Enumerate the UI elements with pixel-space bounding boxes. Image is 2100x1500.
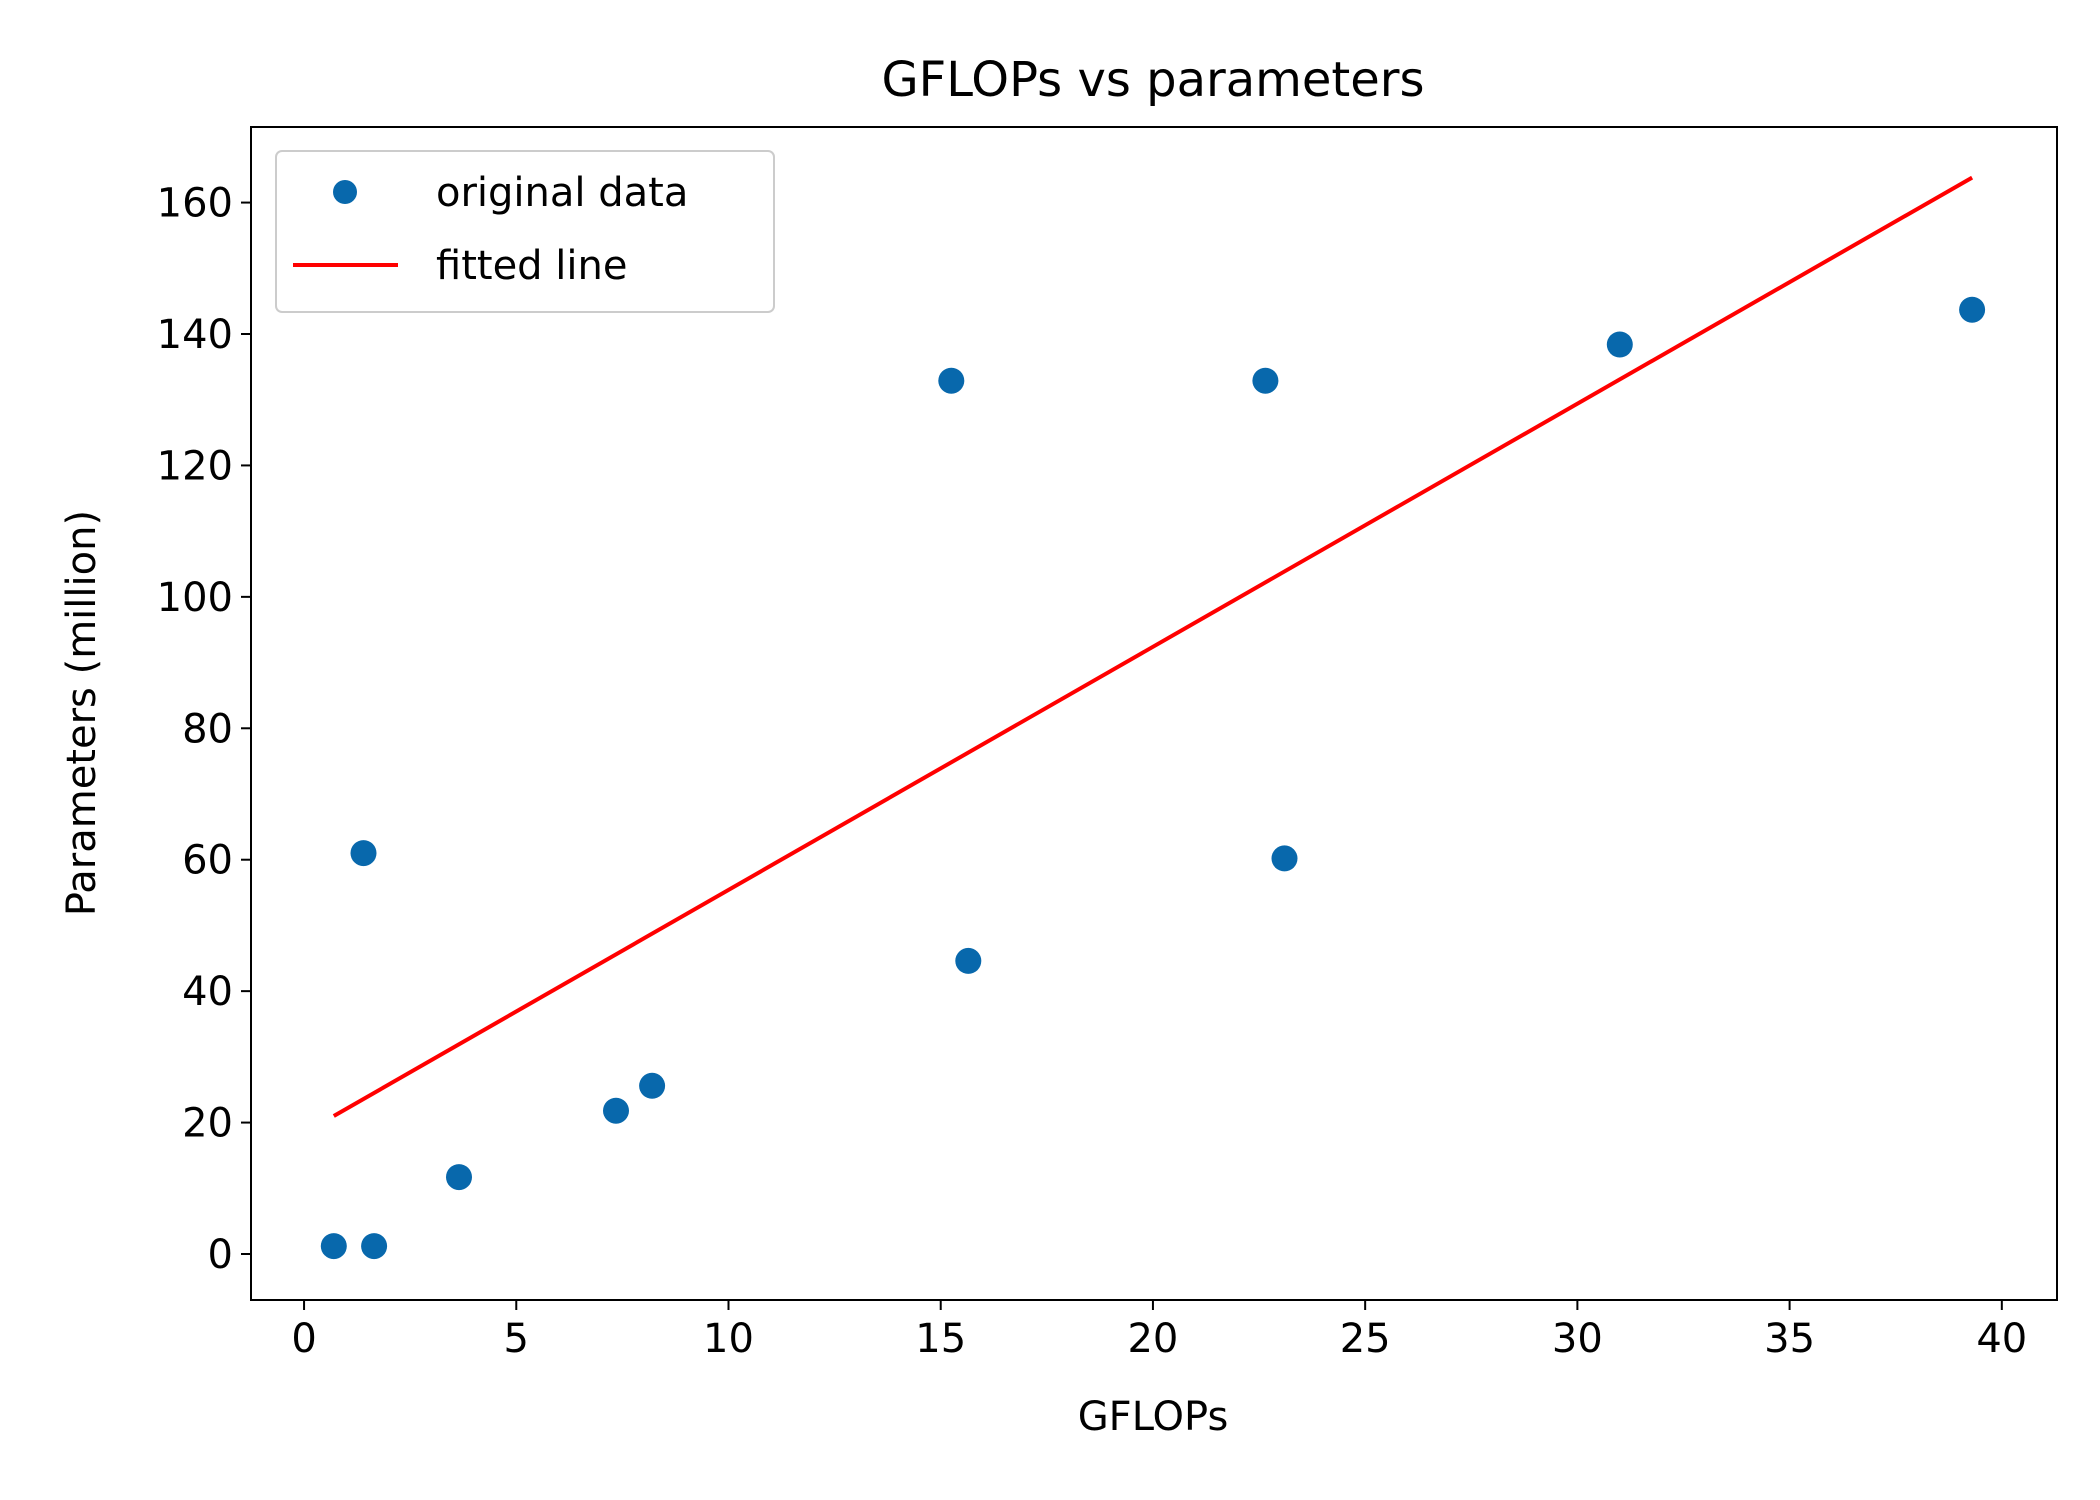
x-tick-label: 25: [1340, 1316, 1391, 1362]
legend-marker-original-data: [333, 180, 357, 204]
y-tick-label: 100: [157, 575, 233, 621]
data-point: [603, 1097, 629, 1124]
fitted-line: [332, 175, 1974, 1118]
data-point: [1271, 845, 1298, 872]
y-tick-label: 60: [182, 838, 233, 884]
x-tick-label: 20: [1127, 1316, 1178, 1362]
data-point: [938, 367, 965, 394]
x-axis: 0 5 10 15 20 25 30 35 40: [291, 1300, 2027, 1362]
data-point: [350, 840, 377, 867]
axes-frame: [250, 126, 2058, 1301]
legend-frame: [275, 150, 775, 313]
y-tick-label: 160: [157, 181, 233, 227]
data-point: [446, 1164, 472, 1191]
y-axis-label: Parameters (million): [59, 510, 105, 916]
data-point: [955, 947, 982, 974]
x-tick-label: 10: [703, 1316, 754, 1362]
x-tick-label: 30: [1552, 1316, 1603, 1362]
data-point: [639, 1072, 666, 1099]
y-axis: 0 20 40 60 80 100 120 140 160: [157, 181, 251, 1278]
chart-title: GFLOPs vs parameters: [881, 52, 1424, 108]
y-tick-label: 140: [157, 312, 233, 358]
x-tick-label: 0: [291, 1316, 316, 1362]
data-point: [1606, 331, 1633, 358]
legend: original data fitted line: [275, 150, 775, 313]
x-tick-label: 5: [504, 1316, 529, 1362]
data-point: [361, 1233, 388, 1260]
data-point: [320, 1233, 347, 1260]
plot-area: [320, 175, 1986, 1260]
data-point: [1252, 367, 1279, 394]
y-tick-label: 120: [157, 443, 233, 489]
x-tick-label: 15: [915, 1316, 966, 1362]
y-tick-label: 0: [208, 1232, 233, 1278]
legend-label-original-data: original data: [436, 170, 688, 216]
x-tick-label: 35: [1764, 1316, 1815, 1362]
y-tick-label: 20: [182, 1101, 233, 1147]
x-axis-label: GFLOPs: [1078, 1394, 1229, 1440]
data-point: [1959, 296, 1986, 323]
legend-label-fitted-line: fitted line: [436, 243, 627, 289]
y-tick-label: 80: [182, 706, 233, 752]
y-tick-label: 40: [182, 969, 233, 1015]
x-tick-label: 40: [1976, 1316, 2027, 1362]
